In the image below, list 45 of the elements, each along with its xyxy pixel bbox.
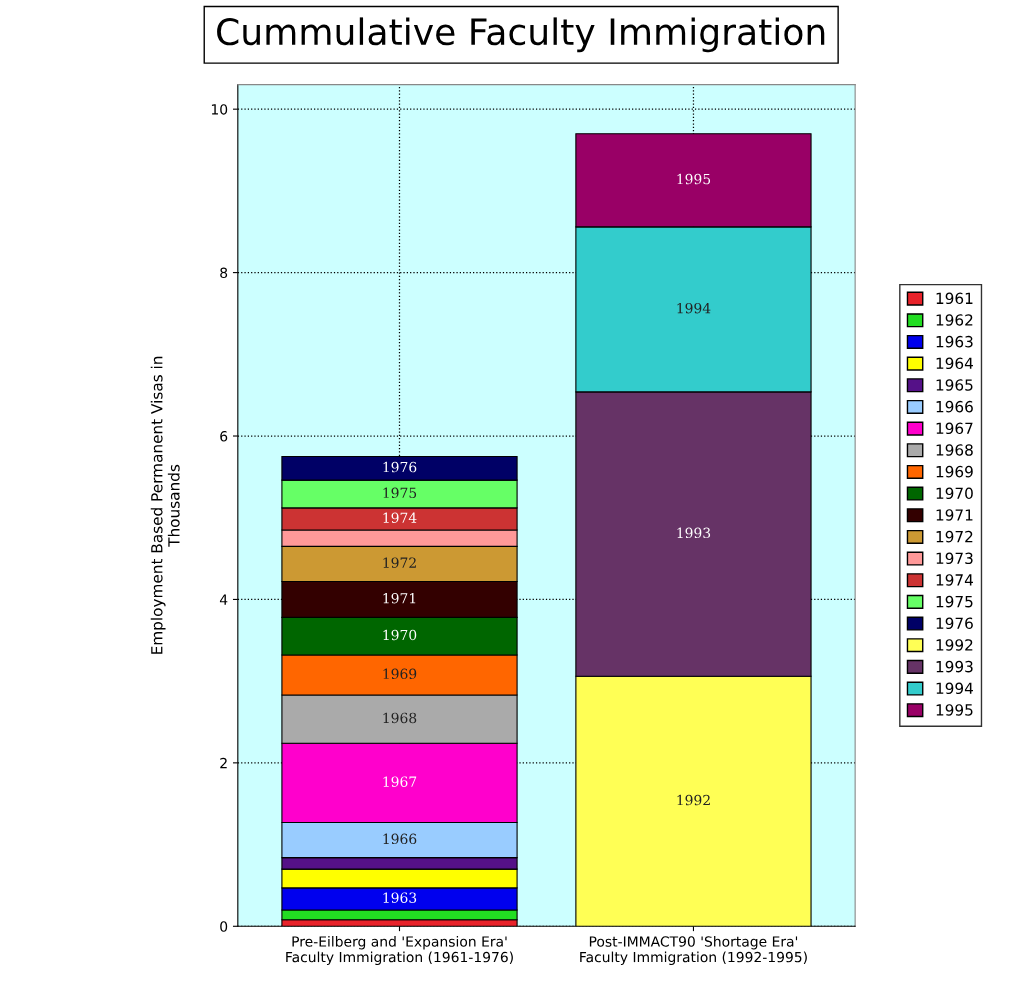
legend-label: 1966 [936, 400, 973, 413]
text: 1972 [383, 557, 416, 568]
y-tick-label: 2 [220, 757, 227, 769]
legend-label: 1973 [936, 552, 973, 565]
legend-label: 1961 [936, 292, 973, 305]
text: 1993 [677, 527, 711, 539]
legend-label: 1965 [936, 379, 973, 391]
text: 1963 [383, 892, 417, 903]
legend-label: 1971 [936, 509, 973, 521]
legend-label: 1968 [936, 444, 973, 456]
legend-label: 1974 [936, 574, 973, 586]
y-tick-label: 10 [211, 104, 228, 115]
legend-label: 1975 [936, 595, 973, 608]
text: 1994 [677, 302, 711, 314]
text: 1966 [383, 833, 417, 845]
text: 1975 [383, 487, 417, 499]
text: 1969 [383, 668, 417, 680]
legend-label: 1994 [936, 682, 973, 695]
legend-label: 1969 [936, 465, 973, 478]
text: 1967 [383, 776, 417, 787]
legend-label: 1964 [936, 357, 973, 370]
y-tick-label: 8 [220, 267, 228, 279]
legend-label: 1993 [936, 660, 973, 673]
chart-title: Cummulative Faculty Immigration [217, 17, 825, 53]
y-tick-label: 6 [220, 430, 228, 442]
legend-label: 1992 [936, 639, 973, 651]
y-tick-label: 4 [219, 594, 228, 605]
x-tick-label: Post-IMMACT90 'Shortage Era' Faculty Immigration (1992-1995) [580, 936, 807, 965]
text: 1992 [677, 794, 710, 806]
legend-label: 1962 [936, 314, 973, 326]
text: 1995 [677, 173, 711, 185]
legend-label: 1976 [936, 617, 973, 630]
x-tick-label: Pre-Eilberg and 'Expansion Era' Faculty Immigration (1961-1976) [286, 936, 513, 965]
legend-label: 1970 [936, 487, 973, 500]
legend-label: 1995 [936, 704, 973, 716]
y-tick-label: 0 [220, 921, 228, 932]
text: 1968 [383, 712, 417, 724]
legend-label: 1967 [936, 422, 973, 435]
text: 1970 [383, 629, 417, 641]
text: 1971 [383, 592, 416, 604]
text: 1974 [383, 512, 417, 523]
text: 1976 [383, 461, 417, 473]
legend-label: 1972 [936, 530, 973, 543]
legend-label: 1963 [936, 335, 973, 348]
y-axis-title: Employment Based Permanent Visas in Thousands [150, 356, 180, 654]
